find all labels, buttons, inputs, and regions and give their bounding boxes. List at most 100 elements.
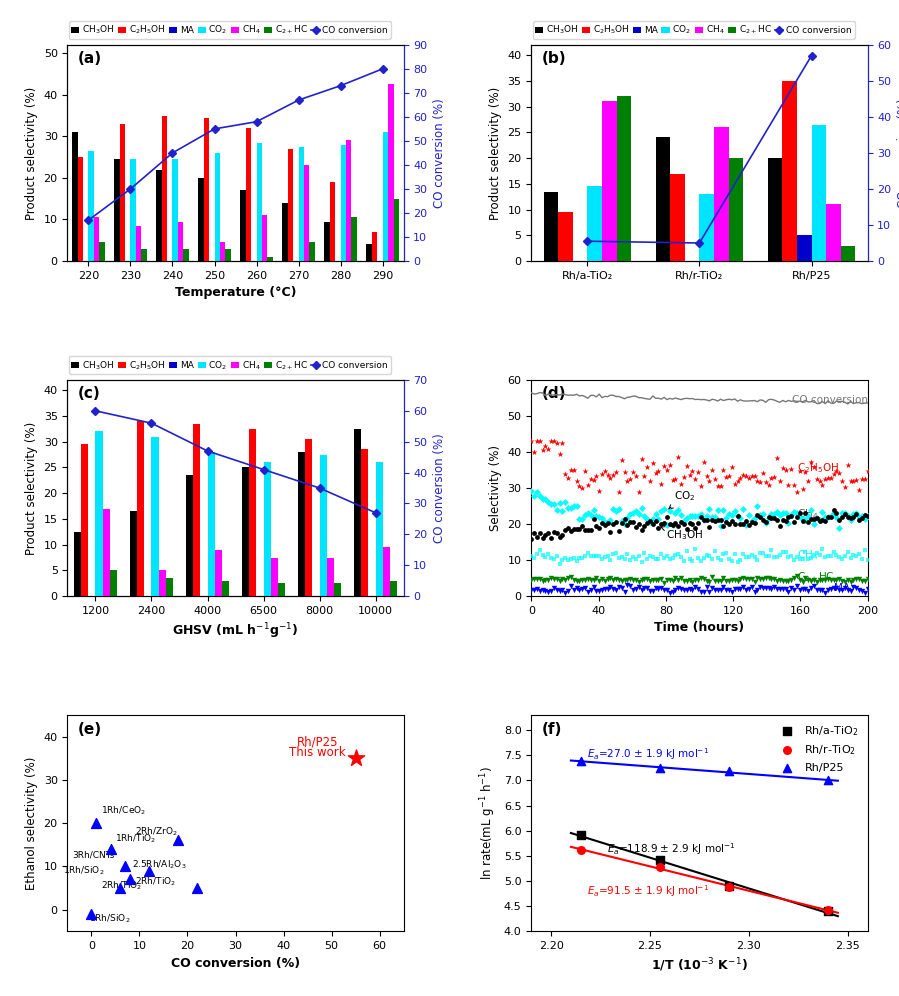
Point: [685, 575, 699, 591]
Bar: [183, 249, 189, 261]
Point: [809, 511, 823, 527]
Point: [578, 549, 592, 565]
Point: [714, 512, 728, 528]
Point: [717, 462, 731, 478]
Point: [688, 508, 702, 524]
Point: [734, 552, 748, 568]
Point: [572, 582, 586, 598]
Point: [654, 503, 669, 519]
Point: [541, 441, 556, 457]
Point: [618, 572, 632, 588]
Point: [671, 546, 685, 562]
Point: [595, 466, 610, 482]
Point: [742, 550, 756, 566]
Point: [714, 574, 728, 590]
Point: [806, 511, 821, 527]
Point: [631, 574, 645, 590]
Point: [710, 478, 725, 494]
Point: [813, 512, 827, 528]
Point: [829, 509, 843, 525]
Point: [714, 582, 728, 598]
Point: [611, 580, 626, 596]
Point: [575, 572, 590, 588]
Bar: [72, 132, 77, 261]
Point: [841, 572, 855, 588]
Point: [592, 548, 606, 564]
Point: [835, 509, 850, 525]
Point: [598, 549, 612, 565]
Point: [858, 511, 872, 527]
Point: [601, 467, 615, 483]
Point: [671, 518, 685, 534]
Point: [527, 526, 541, 542]
Point: [524, 433, 539, 449]
Point: [776, 544, 790, 560]
Point: [575, 519, 590, 535]
Point: [725, 553, 739, 569]
Point: [586, 511, 601, 527]
Point: [750, 498, 764, 514]
Point: [784, 581, 798, 597]
Point: [821, 509, 835, 525]
Point: [601, 515, 615, 531]
Point: [770, 512, 784, 528]
Point: [829, 572, 843, 588]
Point: [595, 516, 610, 532]
Bar: [162, 116, 167, 261]
Point: [694, 553, 708, 569]
Point: [705, 581, 719, 597]
Point: [643, 513, 657, 529]
Point: [660, 572, 674, 588]
Point: [618, 551, 632, 567]
Bar: [215, 550, 222, 597]
Point: [773, 548, 788, 564]
Y-axis label: Product selectivity (%): Product selectivity (%): [489, 87, 502, 219]
Point: [89, 815, 103, 831]
Point: [549, 435, 564, 451]
Y-axis label: CO conversion (%): CO conversion (%): [433, 98, 446, 208]
Point: [539, 583, 553, 599]
Point: [544, 433, 558, 449]
Point: [575, 512, 590, 528]
Point: [744, 514, 759, 530]
Point: [705, 570, 719, 586]
Point: [556, 571, 570, 587]
Point: [753, 572, 768, 588]
Point: [860, 581, 875, 597]
Bar: [136, 226, 141, 261]
Point: [651, 551, 665, 567]
Point: [699, 573, 714, 589]
Point: [756, 545, 770, 561]
Bar: [371, 232, 378, 261]
Bar: [305, 439, 312, 597]
Point: [846, 506, 860, 522]
Point: [849, 471, 863, 487]
Point: [674, 476, 689, 492]
Point: [736, 467, 751, 483]
Point: [829, 463, 843, 479]
Point: [581, 545, 595, 561]
Point: [668, 515, 682, 531]
Text: 3Rh/CNTs: 3Rh/CNTs: [72, 851, 114, 860]
Point: [618, 511, 632, 527]
Point: [858, 507, 872, 523]
Rh/a-TiO$_2$: [574, 828, 588, 844]
Point: [677, 573, 691, 589]
Text: MA: MA: [834, 584, 850, 594]
Point: [581, 505, 595, 521]
Point: [801, 514, 815, 530]
Point: [671, 581, 685, 597]
Point: [682, 515, 697, 531]
Point: [717, 502, 731, 518]
Point: [767, 506, 781, 522]
Bar: [330, 182, 335, 261]
Point: [784, 461, 798, 477]
Point: [601, 548, 615, 564]
Point: [756, 465, 770, 481]
Point: [527, 444, 541, 460]
Point: [747, 575, 761, 591]
Point: [787, 514, 801, 530]
Bar: [782, 81, 797, 261]
Point: [809, 545, 823, 561]
Point: [747, 549, 761, 565]
